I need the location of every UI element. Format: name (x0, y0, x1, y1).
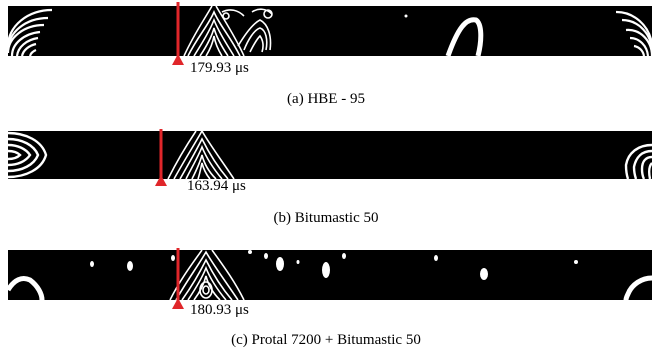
time-label: 180.93 μs (190, 302, 249, 318)
caption: (b) Bitumastic 50 (273, 210, 379, 226)
red-marker (172, 248, 184, 309)
time-label: 163.94 μs (187, 178, 246, 194)
fringe-image-a (8, 6, 652, 56)
red-marker (172, 2, 184, 65)
red-marker (155, 129, 167, 186)
fringe-image-b (8, 131, 652, 179)
time-label: 179.93 μs (190, 60, 249, 76)
fringe-image-c (8, 250, 652, 300)
caption: (c) Protal 7200 + Bitumastic 50 (231, 332, 421, 348)
caption: (a) HBE - 95 (287, 91, 365, 107)
